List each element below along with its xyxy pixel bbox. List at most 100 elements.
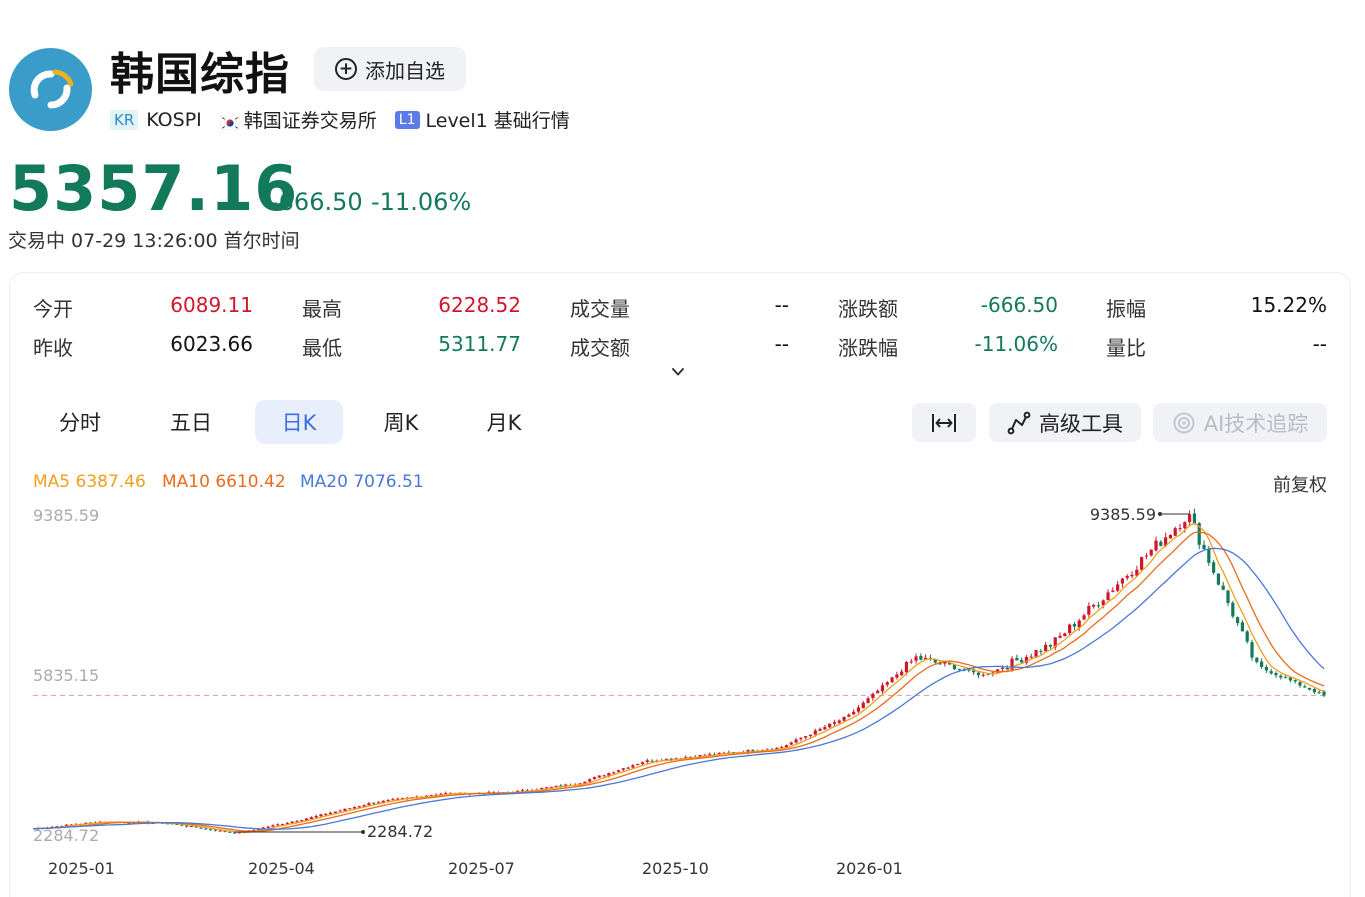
stat-value: -- bbox=[774, 332, 789, 356]
candle-body bbox=[1149, 549, 1153, 556]
stat-label: 成交额 bbox=[570, 336, 630, 360]
candle-body bbox=[688, 756, 693, 758]
candle-body bbox=[1010, 658, 1014, 670]
candle-body bbox=[309, 817, 313, 819]
candle-body bbox=[1077, 620, 1081, 628]
candle-body bbox=[1207, 548, 1211, 563]
candle-body bbox=[1308, 687, 1312, 690]
tab-daily-k[interactable]: 日K bbox=[255, 400, 343, 444]
add-watchlist-label: 添加自选 bbox=[365, 58, 445, 83]
exchange-name: 韩国证券交易所 bbox=[243, 110, 377, 132]
tab-weekly-k[interactable]: 周K bbox=[383, 411, 419, 435]
kline-chart[interactable]: 9385.59 5835.15 2284.72 2025-01 2025-04 2025-… bbox=[0, 495, 1365, 897]
candle-body bbox=[1111, 590, 1115, 592]
candle-body bbox=[904, 661, 909, 673]
candle-body bbox=[333, 811, 337, 814]
level-label: Level1 基础行情 bbox=[425, 110, 570, 132]
candle-body bbox=[775, 747, 779, 750]
candle-body bbox=[818, 728, 822, 731]
candle-body bbox=[314, 815, 318, 818]
stat-value: 15.22% bbox=[1250, 293, 1327, 317]
candle-body bbox=[256, 829, 261, 831]
candle-body bbox=[1135, 569, 1139, 576]
fit-width-button[interactable] bbox=[912, 403, 976, 442]
candle-body bbox=[304, 818, 309, 821]
expand-chevron-down-icon[interactable] bbox=[671, 365, 685, 379]
candle-body bbox=[252, 829, 256, 831]
candle-body bbox=[751, 749, 755, 752]
candle-body bbox=[1221, 585, 1225, 590]
price-change: -666.50 bbox=[270, 188, 363, 216]
candle-body bbox=[1000, 667, 1005, 669]
candle-body bbox=[746, 750, 750, 753]
candle-body bbox=[900, 671, 904, 676]
candle-body bbox=[559, 785, 563, 787]
min-marker-dot bbox=[361, 830, 365, 834]
candle-body bbox=[1178, 528, 1182, 530]
advanced-tools-button[interactable]: 高级工具 bbox=[989, 403, 1141, 442]
tab-intraday[interactable]: 分时 bbox=[59, 411, 101, 435]
candle-body bbox=[602, 775, 606, 777]
stat-value: 6089.11 bbox=[170, 293, 253, 317]
tab-monthly-k[interactable]: 月K bbox=[486, 411, 522, 435]
stat-label: 振幅 bbox=[1106, 297, 1146, 321]
candle-body bbox=[952, 664, 957, 670]
candle-body bbox=[1322, 691, 1326, 696]
candle-body bbox=[943, 661, 947, 664]
candle-body bbox=[261, 827, 265, 830]
last-price: 5357.16 bbox=[9, 152, 299, 225]
candle-body bbox=[880, 685, 885, 692]
candle-body bbox=[1288, 677, 1293, 681]
index-tags: KR KOSPI 韩国证券交易所 L1 Level1 基础行情 bbox=[110, 106, 570, 133]
candle-body bbox=[876, 690, 880, 694]
candle-body bbox=[381, 800, 385, 803]
candle-body bbox=[1039, 650, 1043, 652]
candle-body bbox=[525, 790, 529, 792]
candle-body bbox=[444, 793, 448, 795]
stat-value: -666.50 bbox=[980, 293, 1058, 317]
candle-body bbox=[1140, 556, 1144, 570]
candle-body bbox=[1250, 642, 1254, 658]
candle-body bbox=[588, 779, 592, 782]
advanced-tools-label: 高级工具 bbox=[1039, 411, 1123, 436]
candle-body bbox=[708, 754, 712, 756]
candle-body bbox=[847, 714, 851, 717]
ai-tracking-button[interactable]: AI技术追踪 bbox=[1153, 403, 1327, 442]
candle-body bbox=[957, 668, 961, 670]
candle-body bbox=[1082, 615, 1086, 620]
candle-body bbox=[1063, 633, 1067, 637]
candle-body bbox=[784, 745, 789, 748]
candle-body bbox=[842, 716, 846, 721]
candle-body bbox=[266, 826, 270, 828]
candle-body bbox=[837, 720, 841, 723]
candle-body bbox=[909, 661, 913, 663]
adjustment-mode[interactable]: 前复权 bbox=[1273, 475, 1327, 496]
candle-body bbox=[50, 826, 54, 828]
page-title: 韩国综指 bbox=[110, 49, 290, 100]
candle-body bbox=[1106, 592, 1110, 601]
candle-body bbox=[352, 807, 357, 809]
candle-body bbox=[986, 674, 990, 676]
candle-body bbox=[218, 830, 222, 832]
candle-body bbox=[856, 707, 861, 712]
x-tick-label: 2025-04 bbox=[248, 859, 315, 878]
candle-body bbox=[1020, 659, 1024, 663]
stat-label: 涨跌额 bbox=[838, 297, 898, 321]
candle-body bbox=[84, 822, 88, 824]
candle-body bbox=[429, 795, 433, 797]
candle-body bbox=[631, 765, 635, 768]
candle-body bbox=[1260, 661, 1264, 667]
candle-body bbox=[1279, 675, 1283, 678]
ma20-legend: MA20 7076.51 bbox=[300, 472, 424, 492]
candle-body bbox=[717, 752, 721, 755]
candle-body bbox=[549, 786, 553, 788]
tab-five-day[interactable]: 五日 bbox=[170, 411, 212, 435]
candle-body bbox=[1154, 540, 1158, 551]
stat-value: 6023.66 bbox=[170, 332, 253, 356]
candle-body bbox=[1303, 686, 1307, 688]
candle-body bbox=[127, 822, 131, 824]
candle-body bbox=[1096, 605, 1101, 607]
add-watchlist-button[interactable]: + 添加自选 bbox=[314, 47, 466, 91]
candle-body bbox=[180, 824, 184, 826]
candle-body bbox=[1245, 631, 1249, 642]
